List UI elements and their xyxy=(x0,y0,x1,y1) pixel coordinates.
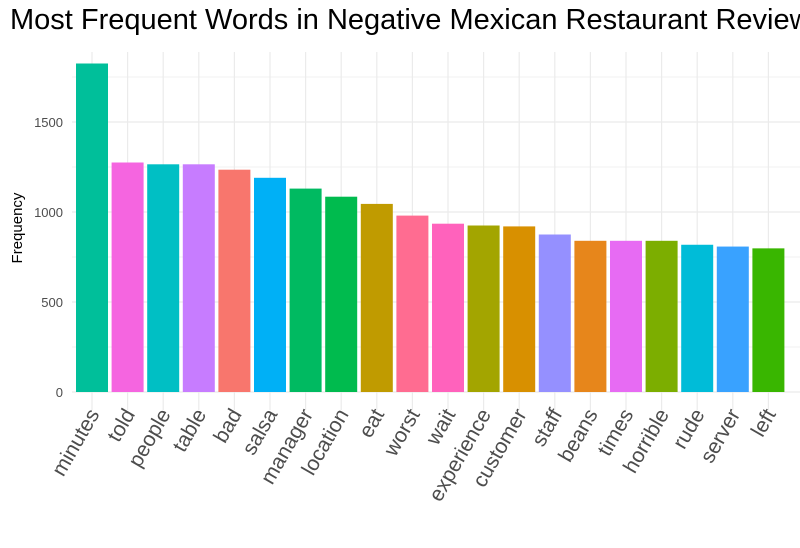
x-tick-label: worst xyxy=(379,405,425,461)
bar-people xyxy=(147,164,180,392)
bar-salsa xyxy=(254,177,286,392)
x-tick-label: left xyxy=(747,405,781,441)
x-tick-label: minutes xyxy=(48,405,105,480)
bar-minutes xyxy=(76,63,108,392)
bar-told xyxy=(111,162,144,392)
bar-times xyxy=(610,240,642,392)
bar-rude xyxy=(681,244,714,392)
bar-staff xyxy=(538,234,571,392)
y-tick-label: 1000 xyxy=(34,205,63,220)
chart-title: Most Frequent Words in Negative Mexican … xyxy=(10,4,800,36)
y-tick-label: 500 xyxy=(41,295,63,310)
bar-table xyxy=(182,164,215,392)
x-tick-label: told xyxy=(103,405,140,446)
bar-location xyxy=(325,196,358,392)
x-tick-label: table xyxy=(168,405,211,456)
bar-manager xyxy=(289,188,322,392)
bar-left xyxy=(752,248,785,392)
bar-bad xyxy=(218,169,251,392)
bar-eat xyxy=(360,203,393,392)
y-tick-label: 1500 xyxy=(34,115,63,130)
bar-experience xyxy=(467,225,500,392)
y-tick-label: 0 xyxy=(56,385,63,400)
bar-worst xyxy=(396,215,429,392)
x-tick-label: eat xyxy=(355,405,390,442)
bar-customer xyxy=(503,226,536,392)
bar-server xyxy=(716,246,749,392)
bar-beans xyxy=(574,240,607,392)
x-axis-ticks: minutestoldpeopletablebadsalsamanagerloc… xyxy=(48,405,781,506)
bar-wait xyxy=(432,223,464,392)
y-axis-label: Frequency xyxy=(9,192,26,263)
bars xyxy=(76,63,785,392)
bar-horrible xyxy=(645,240,678,392)
y-axis-ticks: 0 500 1000 1500 xyxy=(34,115,63,400)
